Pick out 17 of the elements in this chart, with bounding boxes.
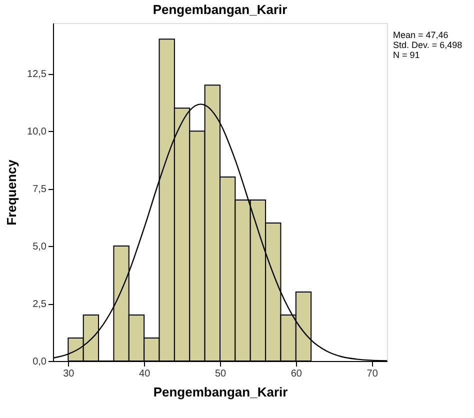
x-tick-label: 30 xyxy=(63,368,75,380)
text: Std. Dev. = 6,498 xyxy=(393,40,462,50)
x-tick-label: 60 xyxy=(290,368,302,380)
chart-title: Pengembangan_Karir xyxy=(152,2,288,17)
y-axis-title: Frequency xyxy=(4,158,20,226)
y-tick-label: 7,5 xyxy=(32,184,47,196)
text: Mean = 47,46 xyxy=(393,30,448,40)
y-tick-label: 12,5 xyxy=(27,69,47,80)
text: N = 91 xyxy=(393,50,420,60)
y-tick-label: 5,0 xyxy=(32,242,47,253)
y-tick-label: 10,0 xyxy=(27,126,47,138)
y-tick-label: 0,0 xyxy=(32,356,47,368)
x-tick-label: 70 xyxy=(366,368,378,380)
x-axis-title: Pengembangan_Karir xyxy=(153,384,288,400)
x-tick-label: 50 xyxy=(214,368,226,380)
x-tick-label: 40 xyxy=(139,368,151,380)
y-tick-label: 2,5 xyxy=(32,299,47,310)
